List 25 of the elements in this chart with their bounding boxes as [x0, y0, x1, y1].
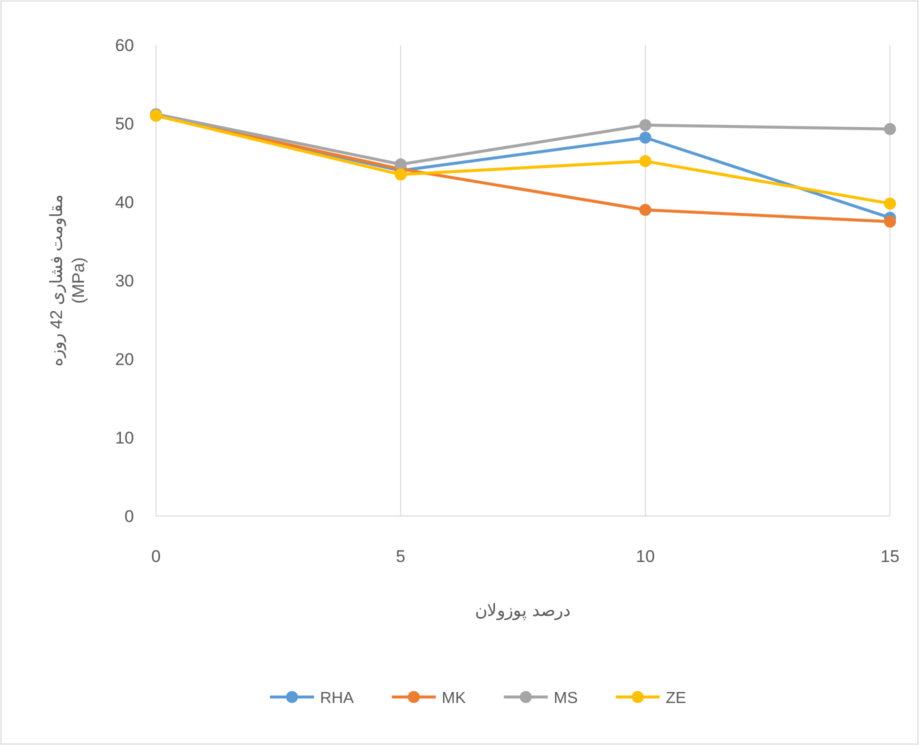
x-tick-label: 5	[396, 547, 406, 566]
y-tick-label: 0	[124, 507, 134, 526]
y-tick-label: 30	[115, 272, 134, 290]
x-axis-title: درصد پوزولان	[475, 601, 571, 621]
y-tick-label: 40	[115, 193, 134, 212]
point	[639, 204, 652, 216]
point	[639, 132, 652, 144]
legend-label: MS	[554, 690, 578, 707]
point	[639, 155, 652, 168]
y-tick-label: 20	[115, 350, 134, 369]
legend-label: ZE	[666, 690, 686, 707]
point	[884, 122, 896, 135]
point	[884, 216, 896, 228]
legend-label: MK	[442, 690, 466, 707]
point	[639, 119, 652, 132]
legend-label: RHA	[320, 690, 354, 707]
x-tick-label: 15	[880, 547, 900, 566]
point	[884, 198, 896, 210]
point	[394, 168, 407, 181]
y-tick-label: 10	[115, 428, 134, 448]
y-tick-label: 50	[115, 114, 134, 134]
x-tick-label: 10	[636, 547, 655, 566]
point	[394, 158, 407, 170]
y-tick-label: 60	[115, 36, 134, 55]
x-tick-label: 0	[151, 547, 161, 566]
